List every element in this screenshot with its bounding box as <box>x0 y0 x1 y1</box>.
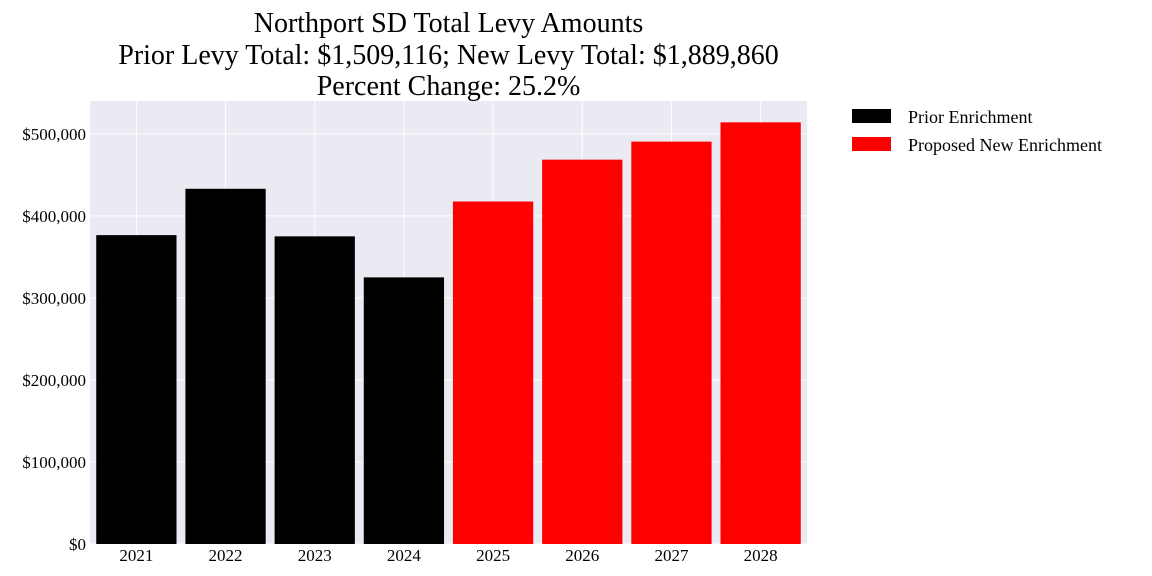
x-tick-label: 2021 <box>119 546 153 565</box>
bar-2021 <box>96 235 177 544</box>
legend-label: Proposed New Enrichment <box>908 135 1102 155</box>
y-tick-label: $100,000 <box>22 453 86 472</box>
legend-swatch <box>852 137 891 151</box>
x-tick-label: 2027 <box>654 546 689 565</box>
y-axis-ticks: $0 $100,000 $200,000 $300,000 $400,000 $500,0… <box>22 125 86 554</box>
chart-title-line-3: Percent Change: 25.2% <box>317 71 581 102</box>
chart-title-line-1: Northport SD Total Levy Amounts <box>254 8 644 39</box>
y-tick-label: $0 <box>69 535 86 554</box>
y-tick-label: $200,000 <box>22 371 86 390</box>
chart-title-line-2: Prior Levy Total: $1,509,116; New Levy T… <box>118 40 779 71</box>
x-tick-label: 2025 <box>476 546 510 565</box>
bar-2025 <box>452 201 534 545</box>
legend-label: Prior Enrichment <box>908 107 1032 127</box>
x-tick-label: 2024 <box>387 546 422 565</box>
x-tick-label: 2023 <box>298 546 332 565</box>
bar-2023 <box>274 236 355 544</box>
bar-2026 <box>542 159 623 544</box>
y-tick-label: $400,000 <box>22 207 86 226</box>
bar-2028 <box>720 122 801 545</box>
bar-2024 <box>363 277 445 544</box>
bars <box>96 122 801 545</box>
x-tick-label: 2022 <box>209 546 243 565</box>
bar-2022 <box>185 188 266 544</box>
y-tick-label: $300,000 <box>22 289 86 308</box>
legend-swatch <box>852 109 891 123</box>
x-axis-ticks: 2021 2022 2023 2024 2025 2026 2027 2028 <box>119 546 777 565</box>
x-tick-label: 2026 <box>565 546 599 565</box>
legend: Prior Enrichment Proposed New Enrichment <box>852 107 1102 155</box>
bar-2027 <box>631 141 712 544</box>
x-tick-label: 2028 <box>744 546 778 565</box>
y-tick-label: $500,000 <box>22 125 86 144</box>
